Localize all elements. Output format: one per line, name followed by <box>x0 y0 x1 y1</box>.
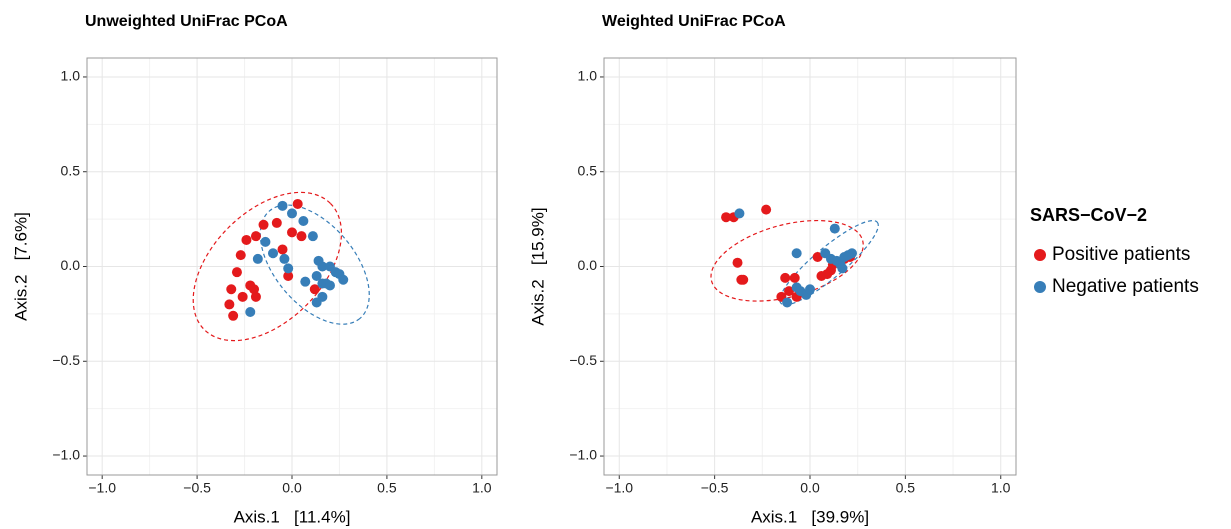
point <box>298 216 309 227</box>
point <box>228 310 239 321</box>
x-tick-label: 1.0 <box>991 480 1011 496</box>
confidence-ellipse <box>192 191 343 342</box>
y-tick-label: 1.0 <box>578 68 598 84</box>
legend-swatch <box>1034 249 1046 261</box>
x-tick-label: −0.5 <box>183 480 211 496</box>
point <box>268 248 279 259</box>
point <box>317 261 328 272</box>
point <box>805 284 815 295</box>
y-tick-label: 0.0 <box>61 257 81 273</box>
x-tick-label: −1.0 <box>88 480 116 496</box>
point <box>846 248 857 259</box>
point <box>287 208 297 219</box>
confidence-ellipse <box>259 204 370 325</box>
point <box>837 263 848 274</box>
y-tick-label: −0.5 <box>52 352 80 368</box>
point <box>761 204 772 215</box>
x-tick-label: 0.5 <box>377 480 397 496</box>
point <box>292 198 303 209</box>
y-tick-label: −0.5 <box>569 352 597 368</box>
point <box>250 231 261 242</box>
point <box>732 257 743 268</box>
point <box>780 272 791 283</box>
y-tick-label: 1.0 <box>61 68 81 84</box>
point <box>721 212 732 223</box>
point <box>235 250 246 261</box>
point <box>338 274 349 285</box>
point <box>237 291 248 302</box>
point <box>829 223 840 234</box>
y-tick-label: 0.0 <box>578 257 598 273</box>
point <box>311 270 322 281</box>
point <box>791 248 802 259</box>
point <box>300 276 311 287</box>
point <box>279 253 290 264</box>
point <box>224 299 235 310</box>
point <box>250 291 261 302</box>
point <box>277 244 288 255</box>
x-axis-label: Axis.1 [39.9%] <box>751 507 869 526</box>
legend-label: Positive patients <box>1052 244 1190 265</box>
point <box>277 200 288 211</box>
x-tick-label: 1.0 <box>472 480 492 496</box>
y-axis-label: Axis.2 [15.9%] <box>528 207 547 325</box>
y-tick-label: −1.0 <box>52 447 80 463</box>
x-tick-label: −1.0 <box>605 480 633 496</box>
chart-title: Weighted UniFrac PCoA <box>602 13 786 30</box>
y-axis-label: Axis.2 [7.6%] <box>11 212 30 321</box>
point <box>789 272 800 283</box>
y-tick-label: 0.5 <box>61 162 81 178</box>
plot-border <box>603 57 1017 476</box>
point <box>241 234 252 245</box>
point <box>260 236 271 247</box>
point <box>812 252 823 263</box>
confidence-ellipse <box>779 220 879 306</box>
point <box>307 231 318 242</box>
point <box>231 267 242 278</box>
point <box>271 217 282 228</box>
x-tick-label: 0.5 <box>896 480 916 496</box>
point <box>283 270 294 281</box>
y-tick-label: 0.5 <box>578 162 598 178</box>
point <box>258 219 269 230</box>
point <box>296 231 307 242</box>
point <box>324 280 335 291</box>
point <box>252 253 263 264</box>
y-tick-label: −1.0 <box>569 447 597 463</box>
point <box>287 227 297 238</box>
point <box>822 269 833 280</box>
legend-label: Negative patients <box>1052 276 1199 297</box>
point <box>784 286 795 297</box>
point <box>226 284 237 295</box>
chart-title: Unweighted UniFrac PCoA <box>85 13 288 30</box>
point <box>317 291 328 302</box>
point <box>734 208 745 219</box>
legend-title: SARS−CoV−2 <box>1030 205 1147 225</box>
legend-swatch <box>1034 281 1046 293</box>
point <box>245 306 256 317</box>
x-axis-label: Axis.1 [11.4%] <box>234 507 351 526</box>
point <box>782 297 793 308</box>
x-tick-label: 0.0 <box>800 480 820 496</box>
point <box>249 284 260 295</box>
point <box>283 263 294 274</box>
plot-border <box>86 57 498 476</box>
point <box>736 274 747 285</box>
x-tick-label: 0.0 <box>282 480 302 496</box>
x-tick-label: −0.5 <box>701 480 729 496</box>
point <box>309 284 320 295</box>
